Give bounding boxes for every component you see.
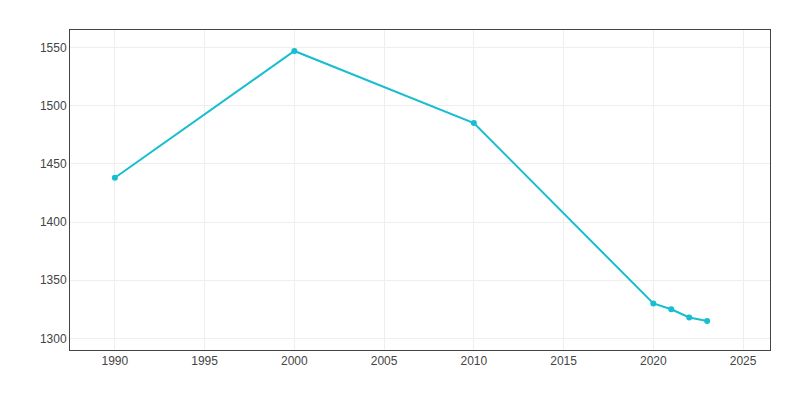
svg-text:1300: 1300 bbox=[40, 332, 67, 346]
svg-text:1450: 1450 bbox=[40, 157, 67, 171]
svg-text:1400: 1400 bbox=[40, 215, 67, 229]
svg-text:1350: 1350 bbox=[40, 273, 67, 287]
svg-text:1500: 1500 bbox=[40, 99, 67, 113]
svg-text:2010: 2010 bbox=[460, 354, 487, 368]
svg-text:2005: 2005 bbox=[371, 354, 398, 368]
svg-text:1990: 1990 bbox=[102, 354, 129, 368]
svg-text:1550: 1550 bbox=[40, 41, 67, 55]
svg-text:1995: 1995 bbox=[191, 354, 218, 368]
svg-text:2025: 2025 bbox=[730, 354, 757, 368]
svg-text:2015: 2015 bbox=[550, 354, 577, 368]
svg-text:2000: 2000 bbox=[281, 354, 308, 368]
svg-text:2020: 2020 bbox=[640, 354, 667, 368]
